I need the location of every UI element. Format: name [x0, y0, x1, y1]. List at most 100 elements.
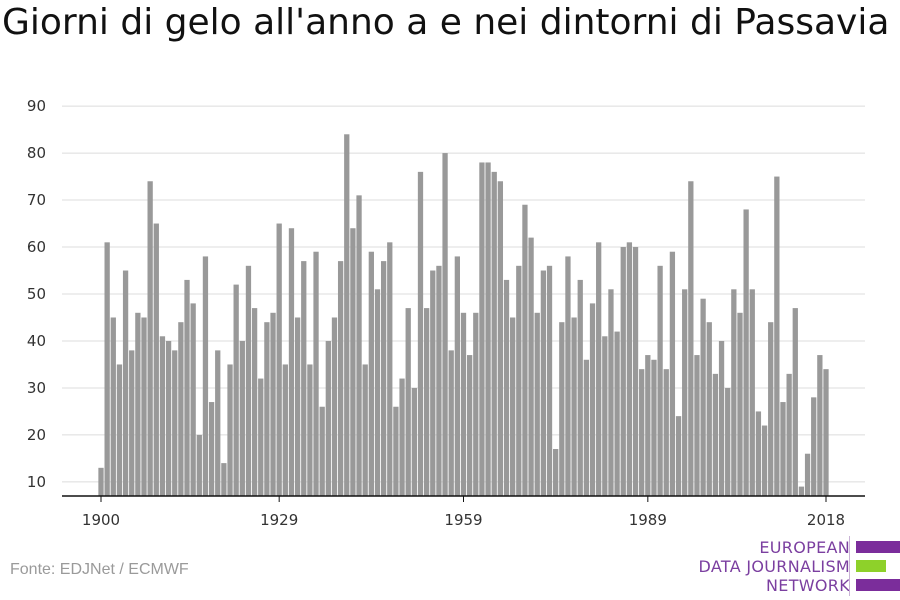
bar-2006 [749, 289, 755, 496]
bar-1934 [307, 364, 313, 496]
bar-2017 [817, 355, 823, 496]
bar-1930 [282, 364, 288, 496]
bar-1933 [301, 261, 307, 496]
bar-1972 [540, 270, 547, 496]
bar-1918 [208, 402, 215, 496]
bar-1913 [178, 322, 184, 496]
bar-1975 [559, 322, 565, 496]
bar-1924 [245, 265, 252, 496]
bar-1992 [663, 369, 669, 496]
bar-2005 [743, 209, 749, 496]
bar-1912 [172, 350, 178, 496]
bar-1963 [485, 162, 491, 496]
bar-1945 [374, 289, 381, 496]
bar-1939 [337, 261, 344, 496]
edjnet-logo: EUROPEAN DATA JOURNALISM NETWORK [690, 536, 900, 596]
y-tick-label: 50 [27, 285, 46, 303]
bar-2000 [712, 373, 719, 496]
bar-1949 [399, 378, 405, 496]
bar-1943 [362, 364, 368, 496]
bar-2015 [804, 453, 811, 496]
logo-line-2: DATA JOURNALISM [698, 557, 850, 576]
bar-2013 [792, 308, 798, 496]
bar-2002 [725, 387, 731, 496]
bar-1902 [110, 317, 116, 496]
bar-1941 [350, 228, 356, 497]
bar-1936 [319, 406, 325, 496]
bar-2003 [731, 289, 737, 496]
bar-1968 [516, 265, 522, 496]
bar-1977 [571, 317, 577, 496]
bar-1952 [417, 171, 424, 496]
bar-1976 [565, 256, 571, 496]
bar-1900 [98, 467, 104, 496]
bar-1904 [122, 270, 129, 496]
bar-1987 [632, 247, 639, 496]
bar-1938 [331, 317, 338, 496]
bar-1967 [510, 317, 516, 496]
bar-1980 [589, 303, 596, 496]
bar-1931 [288, 228, 295, 497]
bar-1927 [264, 322, 270, 496]
bar-1954 [430, 270, 436, 496]
bar-series [98, 134, 829, 497]
logo-bar-purple-top [856, 541, 900, 553]
y-tick-label: 10 [27, 473, 46, 491]
logo-divider [849, 536, 850, 596]
x-axis-labels: 1900 1929 1959 1989 2018 [82, 511, 845, 529]
bar-1971 [534, 312, 540, 496]
bar-1989 [645, 355, 651, 496]
bar-2009 [768, 322, 774, 496]
bar-1919 [215, 350, 221, 496]
bar-1935 [313, 251, 319, 496]
bar-1928 [270, 312, 276, 496]
bar-2004 [737, 312, 743, 496]
bar-1974 [553, 449, 559, 496]
bar-1993 [669, 251, 676, 496]
x-tick-label: 2018 [807, 511, 845, 529]
bar-1940 [344, 134, 350, 497]
bar-1920 [221, 463, 227, 496]
logo-line-1: EUROPEAN [759, 538, 850, 557]
bar-1908 [147, 181, 153, 497]
bar-1948 [393, 406, 399, 496]
bar-1944 [368, 251, 374, 496]
bar-1901 [104, 242, 110, 496]
bar-1922 [233, 284, 239, 496]
bar-1978 [577, 279, 583, 496]
bar-1906 [135, 312, 141, 496]
bar-1911 [165, 340, 172, 496]
bar-1973 [546, 265, 553, 496]
bar-1966 [503, 279, 510, 496]
bar-1921 [227, 364, 233, 496]
bar-2014 [798, 486, 805, 496]
bar-1905 [129, 350, 135, 496]
bar-1916 [196, 434, 202, 496]
bar-1982 [602, 336, 608, 496]
bar-1942 [356, 195, 362, 497]
bar-1996 [688, 181, 694, 497]
bar-1999 [706, 322, 712, 496]
y-tick-label: 90 [27, 97, 46, 115]
bar-1932 [294, 317, 301, 496]
bar-1947 [387, 242, 393, 496]
bar-1914 [184, 279, 190, 496]
source-note: Fonte: EDJNet / ECMWF [10, 561, 189, 578]
bar-1923 [239, 340, 245, 496]
chart-title: Giorni di gelo all'anno a e nei dintorni… [2, 2, 890, 43]
bar-1965 [497, 181, 504, 497]
y-axis-labels: 10 20 30 40 50 60 70 80 90 [27, 97, 46, 491]
bar-1917 [202, 256, 209, 496]
y-tick-label: 20 [27, 426, 46, 444]
y-tick-label: 30 [27, 379, 46, 397]
bar-1961 [473, 312, 479, 496]
bar-1981 [596, 242, 602, 496]
bar-1995 [682, 289, 688, 496]
bar-1929 [276, 223, 282, 496]
bar-1962 [479, 162, 485, 496]
bar-1937 [325, 340, 331, 496]
bar-1969 [522, 204, 528, 496]
bar-1955 [436, 265, 442, 496]
bar-1956 [442, 153, 448, 496]
bar-2011 [780, 402, 786, 496]
